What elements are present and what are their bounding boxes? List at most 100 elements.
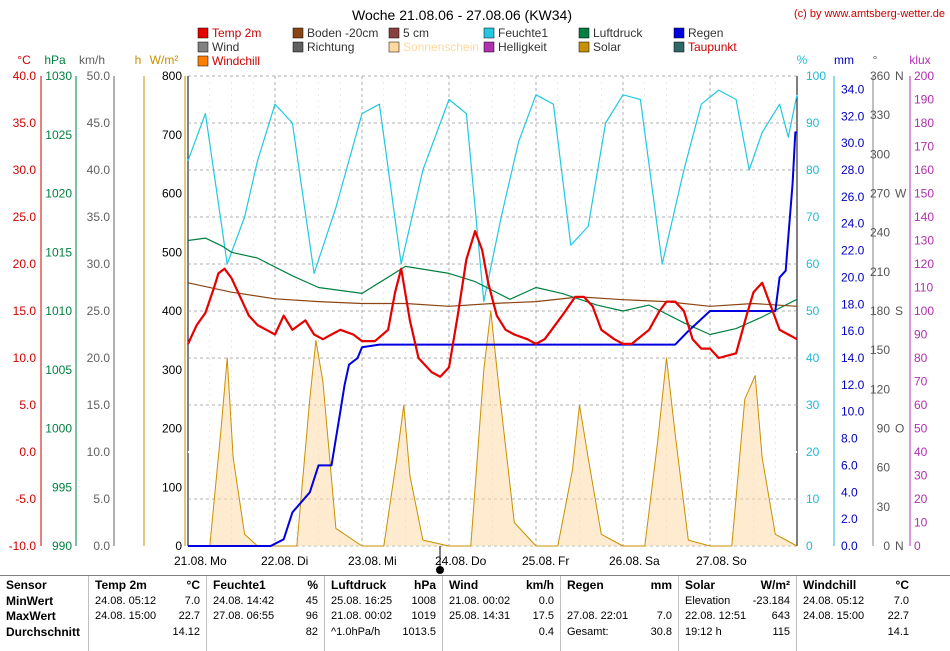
legend-swatch bbox=[578, 41, 590, 53]
feuchte-min: 45 bbox=[305, 594, 318, 607]
series-luftdruck bbox=[187, 237, 798, 336]
solar-elevation: -23.184 bbox=[752, 594, 790, 607]
x-tick-date: 27.08. bbox=[696, 554, 729, 568]
axis-tick-label: 30 bbox=[914, 469, 928, 483]
axis-tick-label: 170 bbox=[914, 140, 934, 154]
axis-tick-label: 10 bbox=[914, 516, 928, 530]
series-feuchte1 bbox=[187, 89, 798, 303]
solar-unit: W/m² bbox=[760, 578, 790, 592]
druck-name: Luftdruck bbox=[331, 578, 387, 592]
axis-tick-label: 150 bbox=[870, 343, 890, 357]
axis-tick-label: 30.0 bbox=[841, 136, 865, 150]
axis-tick-label: 100 bbox=[806, 69, 826, 83]
solar-avg: 115 bbox=[772, 625, 790, 638]
axis-tick-label: 995 bbox=[52, 480, 72, 494]
legend-label: Solar bbox=[593, 40, 621, 54]
wind-name: Wind bbox=[449, 578, 479, 592]
wind-min-time: 21.08. 00:02 bbox=[449, 594, 511, 607]
windchill-unit: °C bbox=[895, 578, 909, 592]
stats-table: Sensor MinWert MaxWert Durchschnitt Temp… bbox=[0, 575, 950, 651]
axis-tick-label: 800 bbox=[162, 69, 182, 83]
axis-tick-label: 22.0 bbox=[841, 244, 865, 258]
axis-tick-label: 300 bbox=[870, 147, 890, 161]
legend-label: Taupunkt bbox=[688, 40, 737, 54]
axis-tick-label: 700 bbox=[162, 128, 182, 142]
axis-tick-label: 35.0 bbox=[87, 210, 111, 224]
temp-min: 7.0 bbox=[184, 594, 200, 607]
series-temp bbox=[187, 230, 798, 378]
axis-unit: % bbox=[797, 53, 808, 67]
legend-swatch bbox=[578, 27, 590, 39]
axis-tick-label: 100 bbox=[914, 304, 934, 318]
chart-title: Woche 21.08.06 - 27.08.06 (KW34) bbox=[352, 7, 572, 23]
x-tick-day: Sa bbox=[645, 554, 660, 568]
x-tick-date: 26.08. bbox=[609, 554, 642, 568]
axis-tick-label: 4.0 bbox=[841, 485, 858, 499]
axis-tick-label: 6.0 bbox=[841, 458, 858, 472]
axis-tick-label: 45.0 bbox=[87, 116, 111, 130]
legend-label: Helligkeit bbox=[498, 40, 547, 54]
stats-col-feuchte: Feuchte1% 24.08. 14:42 45 27.08. 06:55 96 … bbox=[207, 576, 325, 651]
axis-dir-label: W bbox=[895, 187, 907, 201]
legend-label: Windchill bbox=[212, 54, 260, 68]
axis-tick-label: 160 bbox=[914, 163, 934, 177]
druck-unit: hPa bbox=[413, 578, 436, 592]
windchill-max-time: 24.08. 15:00 bbox=[803, 610, 865, 622]
axis-tick-label: 20 bbox=[806, 445, 820, 459]
axis-tick-label: 200 bbox=[914, 69, 934, 83]
x-tick-day: So bbox=[732, 554, 747, 568]
axis-tick-label: 60 bbox=[806, 257, 820, 271]
axis-tick-label: 1020 bbox=[45, 187, 72, 201]
windchill-max: 22.7 bbox=[887, 610, 909, 622]
x-tick-date: 25.08. bbox=[522, 554, 555, 568]
axis-tick-label: 32.0 bbox=[841, 109, 865, 123]
axis-tick-label: 110 bbox=[914, 281, 933, 295]
legend-swatch bbox=[388, 27, 400, 39]
axis-tick-label: 5.0 bbox=[93, 492, 110, 506]
axis-tick-label: 30 bbox=[877, 500, 891, 514]
axis-tick-label: 200 bbox=[162, 422, 182, 436]
axis-tick-label: 5.0 bbox=[19, 398, 36, 412]
axis-unit: W/m² bbox=[150, 53, 179, 67]
axis-tick-label: 24.0 bbox=[841, 217, 865, 231]
legend-swatch bbox=[673, 41, 685, 53]
feuchte-max-time: 27.08. 06:55 bbox=[213, 610, 275, 622]
druck-max: 1019 bbox=[411, 610, 436, 622]
temp-min-time: 24.08. 05:12 bbox=[95, 594, 157, 607]
legend-swatch bbox=[197, 41, 209, 53]
temp-max: 22.7 bbox=[178, 610, 200, 622]
legend-swatch bbox=[197, 55, 209, 67]
axis-tick-label: 70 bbox=[914, 375, 928, 389]
axis-tick-label: 12.0 bbox=[841, 378, 865, 392]
axis-tick-label: 30 bbox=[806, 398, 820, 412]
axis-dir-label: N bbox=[895, 539, 904, 553]
axis-tick-label: 40 bbox=[914, 445, 928, 459]
x-tick-day: Mo bbox=[210, 554, 227, 568]
axis-tick-label: 0 bbox=[806, 539, 813, 553]
axis-dir-label: O bbox=[895, 422, 904, 436]
label-maxwert: MaxWert bbox=[6, 609, 56, 623]
axis-tick-label: 60 bbox=[914, 398, 928, 412]
axis-dir-label: N bbox=[895, 69, 904, 83]
x-axis: 21.08. Mo 22.08. Di 23.08. Mi 24.08. Do 25.08. Fr… bbox=[174, 546, 747, 574]
feuchte-name: Feuchte1 bbox=[213, 578, 266, 592]
legend-label: Richtung bbox=[307, 40, 354, 54]
axis-tick-label: 1015 bbox=[45, 245, 72, 259]
axis-tick-label: -10.0 bbox=[9, 539, 37, 553]
axis-tick-label: 50 bbox=[806, 304, 820, 318]
axis-tick-label: 60 bbox=[877, 461, 891, 475]
axis-tick-label: 90 bbox=[914, 328, 928, 342]
stats-col-regen: Regen mm 27.08. 22:01 7.0 Gesamt: 30.8 bbox=[561, 576, 679, 651]
feuchte-unit: % bbox=[307, 578, 318, 592]
axis-tick-label: 10 bbox=[806, 492, 820, 506]
axis-tick-label: 130 bbox=[914, 234, 934, 248]
now-marker bbox=[436, 566, 444, 574]
axis-tick-label: 70 bbox=[806, 210, 820, 224]
stats-col-druck: Luftdruck hPa 25.08. 16:25 1008 21.08. 00:… bbox=[325, 576, 443, 651]
axis-tick-label: 210 bbox=[870, 265, 890, 279]
axis-tick-label: 40.0 bbox=[87, 163, 111, 177]
stats-col-temp: Temp 2m °C 24.08. 05:12 7.0 24.08. 15:00 22… bbox=[89, 576, 207, 651]
regen-max-time: 27.08. 22:01 bbox=[567, 610, 629, 622]
regen-unit: mm bbox=[650, 578, 672, 592]
axis-tick-label: 0 bbox=[175, 539, 182, 553]
